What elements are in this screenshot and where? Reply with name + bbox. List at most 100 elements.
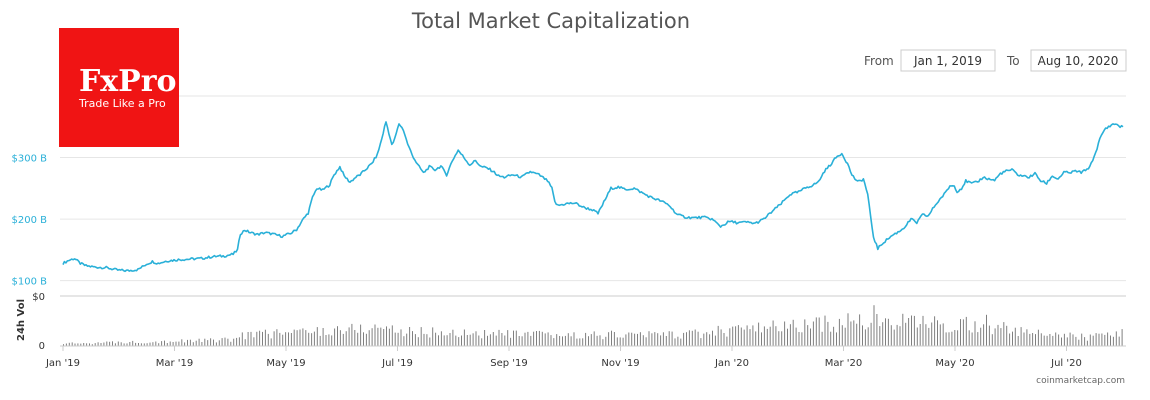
volume-bar bbox=[348, 327, 350, 346]
volume-bar bbox=[201, 342, 203, 346]
volume-bar bbox=[789, 324, 791, 346]
volume-bar bbox=[112, 341, 113, 346]
volume-bar bbox=[916, 327, 918, 346]
volume-bar bbox=[688, 330, 690, 346]
logo-brand: FxPro bbox=[79, 64, 177, 99]
volume-bar bbox=[836, 332, 837, 346]
volume-bar bbox=[804, 319, 806, 346]
volume-bar bbox=[769, 326, 771, 346]
volume-bar bbox=[74, 343, 76, 346]
volume-bar bbox=[668, 331, 670, 346]
volume-bar bbox=[1115, 331, 1117, 346]
volume-bar bbox=[988, 325, 990, 346]
volume-bar bbox=[590, 334, 592, 346]
volume-bar bbox=[527, 331, 529, 346]
volume-bar bbox=[435, 332, 437, 346]
volume-bar bbox=[388, 328, 390, 346]
volume-bar bbox=[328, 334, 330, 346]
volume-bar bbox=[299, 329, 301, 346]
volume-bar bbox=[968, 330, 970, 346]
volume-bar bbox=[971, 332, 973, 346]
volume-bar bbox=[660, 335, 662, 346]
volume-bar bbox=[161, 341, 163, 346]
volume-bar bbox=[599, 335, 601, 346]
volume-bar bbox=[238, 337, 240, 346]
volume-bar bbox=[89, 343, 90, 346]
volume-bar bbox=[357, 332, 359, 346]
volume-bar bbox=[426, 334, 428, 346]
volume-bar bbox=[680, 338, 682, 346]
volume-bar bbox=[288, 332, 289, 346]
volume-bar bbox=[478, 335, 480, 346]
volume-bar bbox=[700, 338, 702, 346]
volume-bar bbox=[86, 343, 88, 346]
volume-bar bbox=[654, 332, 656, 346]
volume-bar bbox=[896, 324, 898, 346]
volume-bar bbox=[91, 344, 93, 346]
volume-bar bbox=[501, 333, 503, 346]
volume-bar bbox=[146, 343, 148, 346]
volume-bar bbox=[189, 339, 191, 346]
volume-bar bbox=[994, 328, 996, 346]
volume-bar bbox=[1000, 328, 1002, 346]
volume-bar bbox=[414, 334, 416, 346]
volume-bar bbox=[639, 332, 641, 346]
volume-bar bbox=[178, 341, 180, 346]
volume-bar bbox=[412, 331, 413, 346]
volume-bar bbox=[547, 332, 549, 346]
volume-bar bbox=[1026, 329, 1028, 346]
volume-bar bbox=[233, 338, 235, 346]
volume-bar bbox=[363, 332, 364, 346]
volume-bar bbox=[977, 332, 979, 346]
volume-bar bbox=[400, 329, 402, 346]
volume-bar bbox=[123, 343, 125, 346]
volume-bar bbox=[221, 338, 223, 346]
volume-bar bbox=[755, 331, 757, 346]
volume-bar bbox=[1063, 333, 1065, 346]
volume-bar bbox=[533, 331, 535, 346]
volume-bar bbox=[1069, 332, 1071, 346]
volume-bar bbox=[282, 334, 284, 346]
volume-bar bbox=[374, 324, 376, 346]
volume-bar bbox=[492, 332, 494, 346]
volume-bar bbox=[417, 337, 419, 346]
volume-bar bbox=[466, 335, 468, 346]
volume-bar bbox=[521, 336, 523, 346]
volume-bar bbox=[481, 338, 483, 346]
volume-bar bbox=[665, 336, 667, 346]
volume-bar bbox=[83, 343, 85, 346]
volume-bar bbox=[934, 316, 936, 346]
volume-bar bbox=[899, 326, 901, 346]
volume-bar bbox=[821, 331, 823, 346]
from-date-input[interactable] bbox=[900, 49, 996, 72]
volume-bar bbox=[337, 326, 338, 346]
volume-bar bbox=[611, 330, 612, 346]
volume-bar bbox=[986, 314, 987, 346]
volume-bar bbox=[585, 332, 587, 346]
y-tick-label: $100 B bbox=[12, 277, 48, 288]
volume-bar bbox=[853, 320, 855, 346]
volume-bar bbox=[937, 320, 938, 346]
volume-bar bbox=[236, 337, 238, 346]
volume-bar bbox=[775, 326, 777, 346]
volume-bar bbox=[746, 325, 748, 346]
volume-bar bbox=[613, 332, 615, 346]
volume-bar bbox=[709, 334, 711, 346]
volume-bar bbox=[262, 331, 263, 346]
volume-bar bbox=[308, 332, 310, 346]
volume-bar bbox=[383, 329, 385, 346]
volume-bar bbox=[513, 330, 514, 346]
main-grid bbox=[60, 95, 1126, 282]
volume-bar bbox=[553, 338, 555, 346]
volume-bar bbox=[564, 335, 566, 346]
volume-bar bbox=[1118, 336, 1120, 346]
volume-bar bbox=[562, 336, 563, 346]
volume-bar bbox=[169, 341, 171, 346]
volume-bar bbox=[371, 328, 373, 346]
volume-bar bbox=[550, 335, 552, 346]
volume-bar bbox=[712, 330, 713, 346]
volume-bar bbox=[504, 335, 506, 346]
volume-bar bbox=[515, 330, 517, 346]
to-date-input[interactable] bbox=[1030, 49, 1127, 72]
